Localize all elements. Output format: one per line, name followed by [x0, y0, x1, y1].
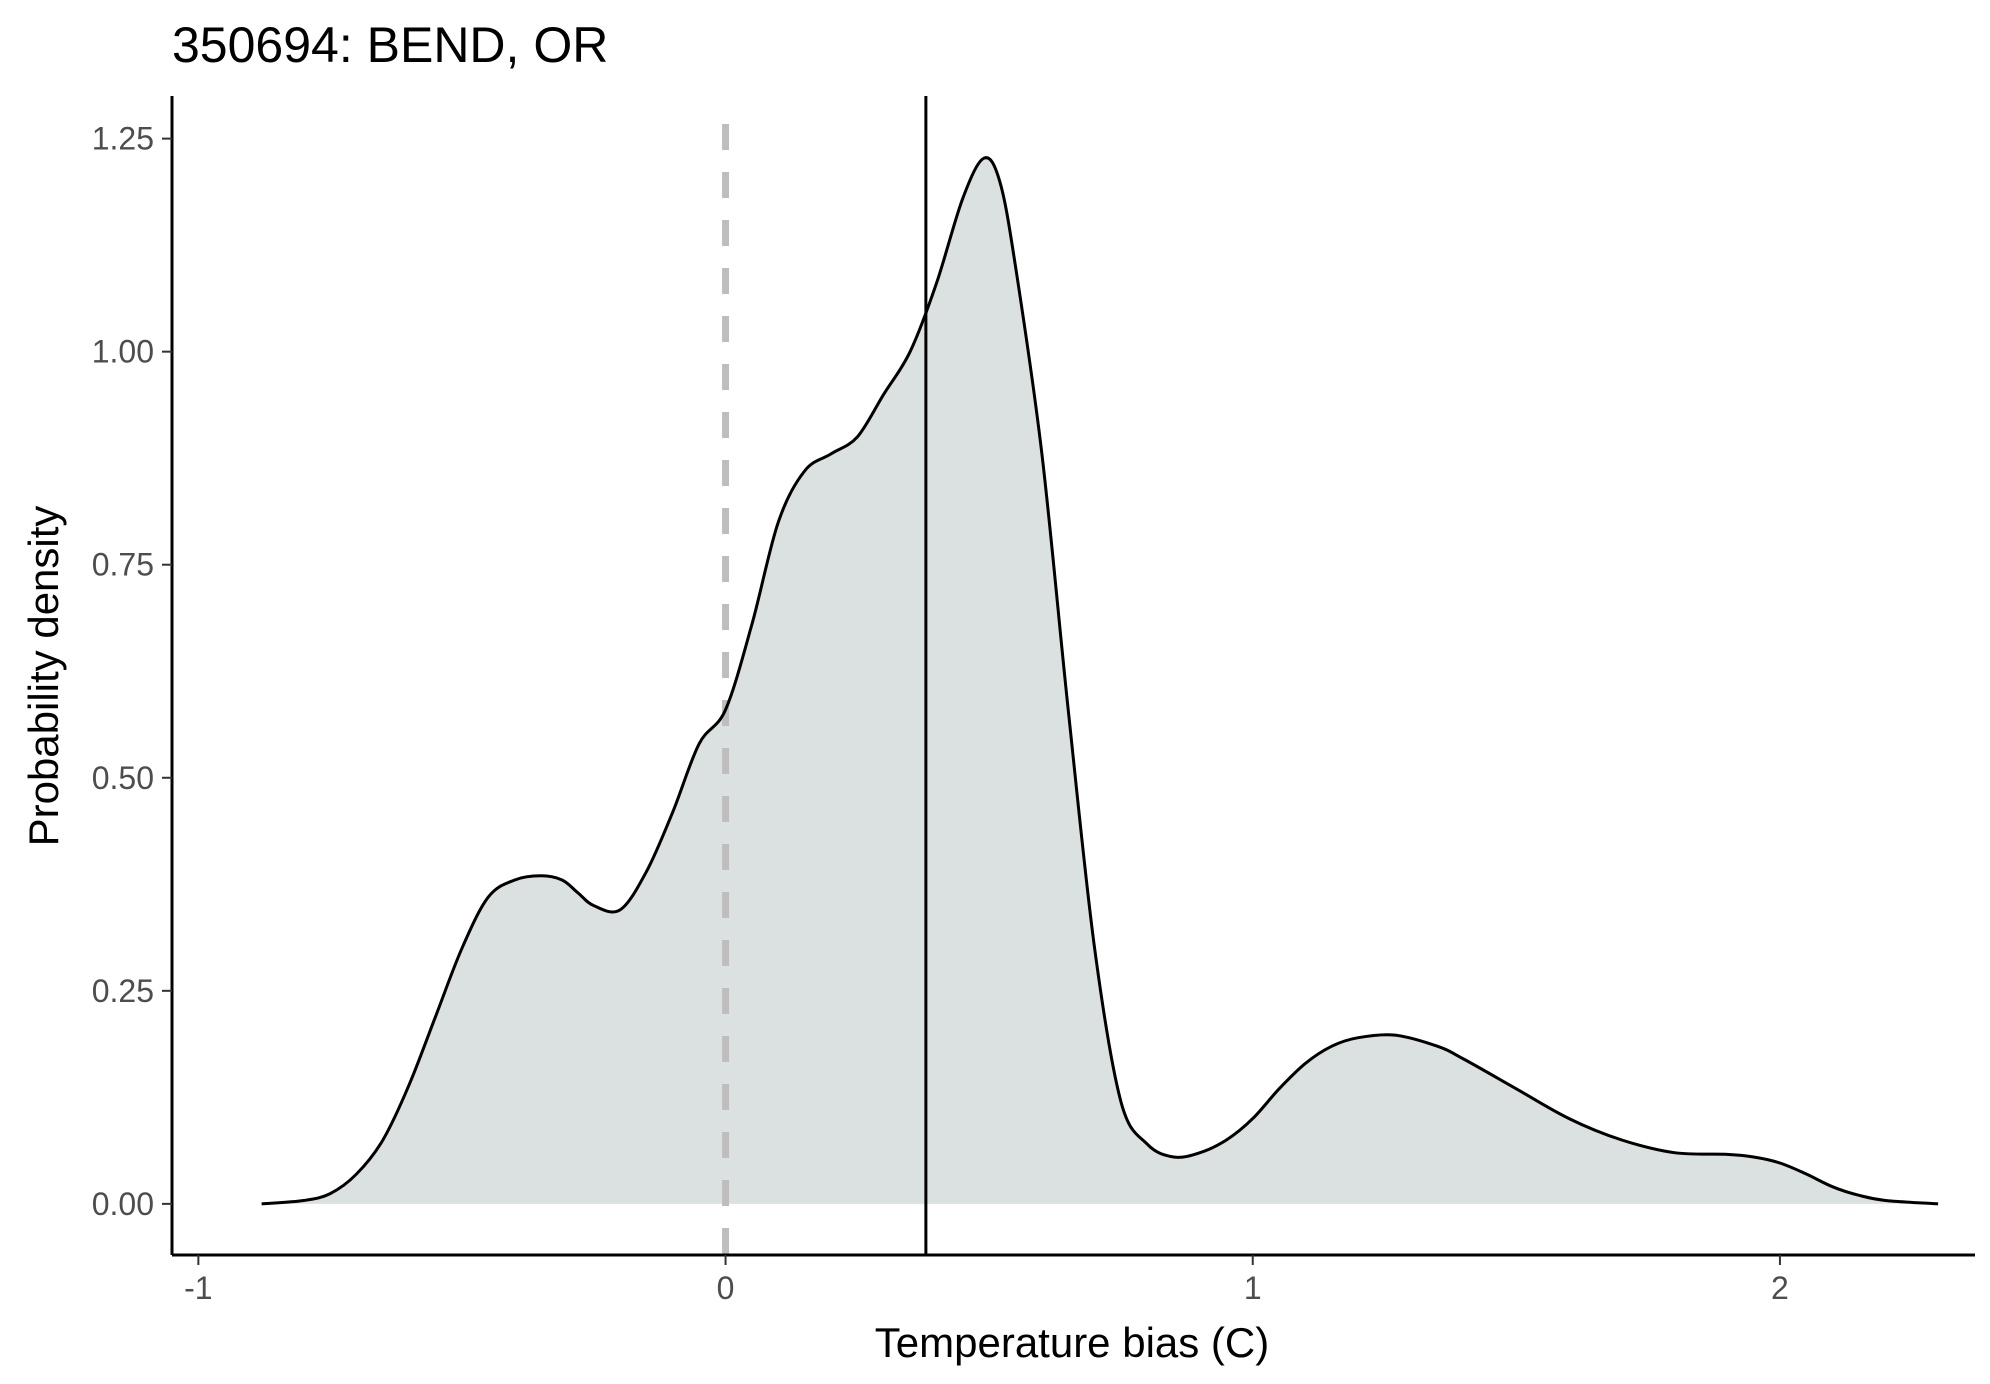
plot-area: [261, 96, 1939, 1255]
y-tick-label: 0.75: [92, 547, 154, 583]
density-area: [261, 157, 1939, 1204]
y-axis-title: Probability density: [20, 506, 67, 847]
x-axis-title: Temperature bias (C): [875, 1319, 1269, 1366]
x-ticks: -1 0 1 2: [184, 1255, 1789, 1306]
y-tick-label: 1.00: [92, 334, 154, 370]
x-tick-label: 1: [1244, 1270, 1262, 1306]
y-ticks: 0.00 0.25 0.50 0.75 1.00 1.25: [92, 121, 172, 1222]
chart-title: 350694: BEND, OR: [172, 17, 608, 73]
axes: -1 0 1 2 0.00 0.25 0.50 0.75 1.00 1.25: [92, 96, 1975, 1306]
x-tick-label: 0: [717, 1270, 735, 1306]
y-tick-label: 0.50: [92, 760, 154, 796]
x-tick-label: -1: [184, 1270, 212, 1306]
y-tick-label: 1.25: [92, 121, 154, 157]
x-tick-label: 2: [1771, 1270, 1789, 1306]
density-curve: [261, 156, 1939, 1206]
y-tick-label: 0.00: [92, 1186, 154, 1222]
y-tick-label: 0.25: [92, 973, 154, 1009]
